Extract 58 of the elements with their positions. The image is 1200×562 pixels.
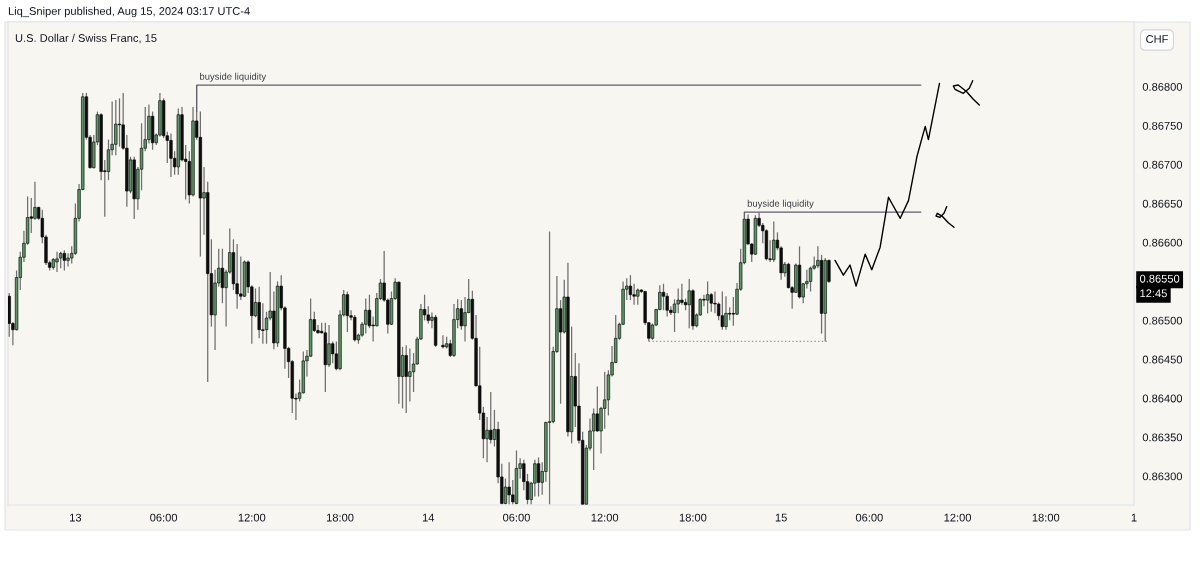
candlestick xyxy=(628,274,633,301)
x-tick-label: 06:00 xyxy=(503,513,530,522)
candlestick xyxy=(408,347,412,403)
text: U.S. Dollar / Swiss Franc, 15 xyxy=(15,33,157,44)
candlestick xyxy=(117,97,122,148)
candlestick xyxy=(235,243,239,310)
x-tick-label: 1 xyxy=(1131,513,1137,522)
x-tick-label: 15 xyxy=(775,513,787,522)
y-tick-label: 0.86700 xyxy=(1142,160,1183,169)
candlestick xyxy=(772,220,776,263)
x-tick-label: 12:00 xyxy=(238,513,266,522)
candlestick xyxy=(687,278,691,329)
x-tick-label: 12:00 xyxy=(591,513,619,522)
candlestick xyxy=(169,132,173,178)
candlestick xyxy=(724,295,728,331)
line-series xyxy=(834,82,941,287)
x-tick-label: 12:00 xyxy=(944,513,972,522)
x-tick-label: 06:00 xyxy=(855,513,883,522)
y-tick-label: 0.86450 xyxy=(1142,355,1183,364)
annotation: buyside liquidity xyxy=(200,72,267,82)
candlestick xyxy=(345,290,350,333)
text: 12:45 xyxy=(1140,289,1167,298)
y-tick-label: 0.86600 xyxy=(1142,238,1183,247)
candlestick xyxy=(713,290,717,314)
y-tick-label: 0.86750 xyxy=(1142,121,1183,130)
candlestick xyxy=(558,299,563,405)
candlestick xyxy=(661,283,666,311)
candlestick xyxy=(404,344,408,414)
x-tick-label: 18:00 xyxy=(326,513,354,522)
text: 0.86550 xyxy=(1139,274,1180,283)
x-tick-label: 14 xyxy=(422,513,435,522)
x-tick-label: 18:00 xyxy=(1032,513,1060,522)
candlestick xyxy=(507,461,511,505)
y-tick-label: 0.86400 xyxy=(1142,394,1183,403)
y-axis-title: CHF xyxy=(1146,35,1168,43)
candlestick xyxy=(364,297,368,335)
candlestick xyxy=(463,296,467,343)
y-tick-label: 0.86300 xyxy=(1142,472,1183,481)
candlestick xyxy=(114,99,118,156)
candlestick xyxy=(485,416,489,463)
x-tick-label: 18:00 xyxy=(679,513,707,522)
y-tick-label: 0.86350 xyxy=(1142,433,1183,442)
candlestick xyxy=(327,324,331,368)
x-tick-label: 13 xyxy=(70,513,82,522)
chart-subtitle: Liq_Sniper published, Aug 15, 2024 03:17 UTC-4 xyxy=(8,6,250,18)
candlestick xyxy=(353,314,357,343)
x-tick-label: 06:00 xyxy=(150,513,178,522)
candlestick xyxy=(536,456,541,498)
y-tick-label: 0.86800 xyxy=(1142,82,1183,91)
candlestick xyxy=(441,334,445,350)
y-tick-label: 0.86500 xyxy=(1142,316,1183,325)
candlestick xyxy=(55,251,59,273)
candlestick xyxy=(705,280,710,314)
y-tick-label: 0.86650 xyxy=(1142,199,1183,208)
annotation: buyside liquidity xyxy=(747,199,814,209)
candlestick xyxy=(595,385,599,433)
candlestick xyxy=(592,407,596,471)
candlestick xyxy=(680,283,684,306)
